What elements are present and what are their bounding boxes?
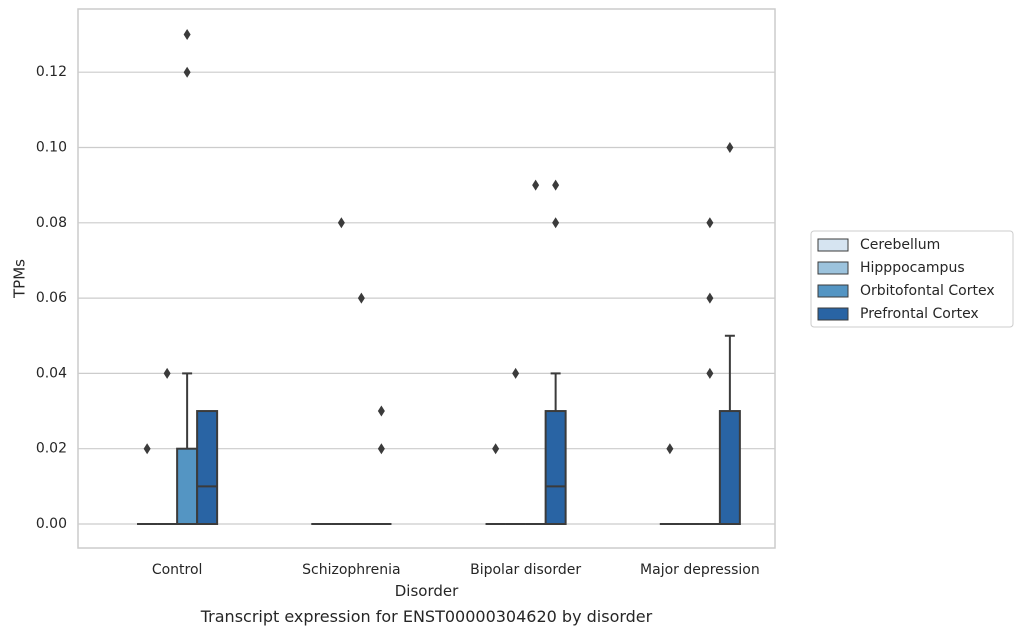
outlier-point [706,217,714,229]
outlier-point [183,29,191,41]
x-tick-label: Major depression [640,562,760,578]
x-tick-labels: Control Schizophrenia Bipolar disorder Majo… [152,562,760,578]
box-element [718,142,741,525]
outlier-point [552,217,560,229]
outlier-point [163,367,171,379]
box-body [718,410,741,525]
legend-label: Orbitofontal Cortex [860,283,995,299]
legend-swatch [817,307,849,321]
outlier-point [492,443,500,455]
box-element [659,443,680,525]
outlier-point [357,292,365,304]
box-element [157,367,178,525]
outlier-point [377,443,385,455]
y-tick-labels: 0.00 0.02 0.04 0.06 0.08 0.10 0.12 [36,64,67,532]
legend-items: Cerebellum Hipppocampus Orbitofontal Corte… [817,237,995,322]
y-tick-label: 0.12 [36,64,67,80]
y-tick-label: 0.02 [36,441,67,457]
legend-swatch [817,238,849,252]
box-body [544,410,567,525]
outlier-point [666,443,674,455]
x-tick-label: Control [152,562,203,578]
y-tick-label: 0.06 [36,290,67,306]
box-body [196,410,219,525]
box-element [371,405,392,525]
legend-frame [810,230,1014,328]
box-element [525,179,546,525]
y-tick-label: 0.08 [36,215,67,231]
box-element [351,292,372,525]
y-axis-label: TPMs [11,259,29,299]
legend-swatch [817,284,849,298]
outlier-point [706,292,714,304]
legend-label: Prefrontal Cortex [860,306,979,322]
x-tick-label: Bipolar disorder [470,562,581,578]
y-tick-label: 0.00 [36,516,67,532]
box-element [137,443,158,525]
legend-swatch [817,261,849,275]
legend: Cerebellum Hipppocampus Orbitofontal Corte… [810,230,1014,328]
outlier-point [512,367,520,379]
box-element [505,367,526,525]
box-element [544,179,567,525]
legend-label: Cerebellum [860,237,940,253]
plot-frame [77,8,776,549]
x-tick-label: Schizophrenia [302,562,400,578]
outlier-point [706,367,714,379]
box-element [485,443,506,525]
outlier-point [532,179,540,191]
outlier-point [143,443,151,455]
outlier-point [552,179,560,191]
box-element [699,217,720,525]
box-element [331,217,352,525]
box-layer [137,29,741,526]
box-body [176,447,199,526]
y-tick-label: 0.04 [36,365,67,381]
box-element [196,410,219,525]
outlier-point [377,405,385,417]
chart-caption: Transcript expression for ENST0000030462… [200,607,653,626]
y-tick-label: 0.10 [36,140,67,156]
outlier-point [183,66,191,78]
outlier-point [726,142,734,153]
legend-label: Hipppocampus [860,260,965,276]
outlier-point [337,217,345,229]
x-axis-label: Disorder [395,582,459,600]
